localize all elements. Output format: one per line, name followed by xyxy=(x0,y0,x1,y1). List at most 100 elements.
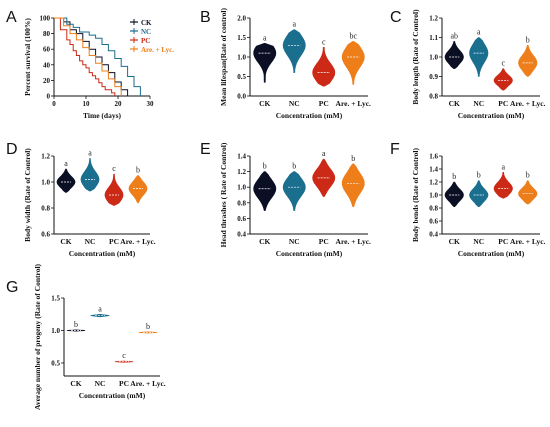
x-tick-label: 10 xyxy=(83,100,91,108)
x-axis-label: Concentration (mM) xyxy=(276,111,343,120)
y-tick-label: 0 xyxy=(47,93,51,101)
y-tick-label: 1.4 xyxy=(237,153,246,161)
significance-letter: b xyxy=(74,320,78,329)
significance-letter: a xyxy=(501,162,505,171)
x-category-label: CK xyxy=(259,237,270,246)
y-tick-label: 1.2 xyxy=(237,168,246,176)
violin-lyc xyxy=(341,163,365,207)
x-category-label: PC xyxy=(109,237,119,246)
y-tick-label: 2.0 xyxy=(237,15,246,23)
panel-letter: B xyxy=(200,9,211,26)
survival-line-lyc xyxy=(54,17,122,96)
x-category-label: NC xyxy=(473,99,484,108)
violin-ck xyxy=(444,181,464,207)
x-axis-label: Concentration (mM) xyxy=(276,249,343,258)
x-axis-label: Concentration (mM) xyxy=(458,111,525,120)
x-tick-label: 20 xyxy=(115,100,123,108)
x-category-label: PC xyxy=(119,379,129,388)
x-category-label: Are. + Lyc. xyxy=(336,99,372,108)
violin-ck xyxy=(253,43,277,83)
violin-ck xyxy=(253,171,277,211)
y-tick-label: 1.5 xyxy=(51,295,60,303)
y-tick-label: 0.8 xyxy=(237,199,246,207)
significance-letter: b xyxy=(136,166,140,175)
significance-letter: b xyxy=(526,35,530,44)
y-tick-label: 1.6 xyxy=(429,153,438,161)
x-category-label: PC xyxy=(319,237,329,246)
violin-pc xyxy=(114,360,134,363)
y-tick-label: 0.6 xyxy=(41,231,50,239)
y-tick-label: 80 xyxy=(43,30,51,38)
violin-nc xyxy=(282,29,306,73)
significance-letter: b xyxy=(263,162,267,171)
significance-letter: b xyxy=(477,171,481,180)
y-axis-label: Percent survival (100%) xyxy=(23,18,32,96)
x-category-label: Are. + Lyc. xyxy=(336,237,372,246)
violin-nc xyxy=(282,171,306,211)
significance-letter: a xyxy=(64,159,68,168)
violin-pc xyxy=(104,173,124,206)
violin-ck xyxy=(444,41,464,69)
y-tick-label: 1.0 xyxy=(429,54,438,62)
y-tick-label: 1.4 xyxy=(429,166,438,174)
panel-g: G Average number of progeny (Rate of Cont… xyxy=(6,263,166,410)
y-axis-label: Head thrashes ( Rate of Control) xyxy=(219,142,228,247)
panel-letter: E xyxy=(200,141,211,158)
legend-entry: CK xyxy=(141,19,152,27)
x-category-label: NC xyxy=(289,237,300,246)
significance-letter: a xyxy=(292,20,296,29)
x-category-label: NC xyxy=(85,237,96,246)
violin-nc xyxy=(80,158,100,192)
x-category-label: PC xyxy=(498,237,508,246)
panel-letter: C xyxy=(390,9,402,26)
panel-e: E Head thrashes ( Rate of Control) 0.4 0.6 0… xyxy=(200,141,371,258)
y-tick-label: 0.6 xyxy=(237,215,246,223)
y-tick-label: 1.1 xyxy=(429,34,438,42)
y-tick-label: 0.5 xyxy=(237,73,246,81)
x-tick-label: 30 xyxy=(147,100,155,108)
significance-letter: c xyxy=(322,37,326,46)
panel-letter: A xyxy=(6,9,17,26)
violin-lyc xyxy=(518,44,538,77)
x-category-label: CK xyxy=(259,99,270,108)
significance-letter: b xyxy=(526,171,530,180)
x-category-label: Are. + Lyc. xyxy=(510,99,546,108)
x-category-label: Are. + Lyc. xyxy=(120,237,156,246)
y-axis-label: Mean lifespan(Rate of control) xyxy=(219,8,228,106)
y-axis-label: Body length (Rate of Control) xyxy=(411,9,420,105)
violin-lyc xyxy=(341,41,365,85)
y-tick-label: 20 xyxy=(43,77,51,85)
y-tick-label: 1.0 xyxy=(429,192,438,200)
x-axis-label: Concentration (mM) xyxy=(79,391,146,400)
y-tick-label: 0.8 xyxy=(429,93,438,101)
significance-letter: ab xyxy=(450,31,458,40)
panel-f: F Body bends (Rate of Control) 0.4 0.6 0.8 1.… xyxy=(390,141,546,258)
x-category-label: Are. + Lyc. xyxy=(510,237,546,246)
y-tick-label: 1.0 xyxy=(51,327,60,335)
legend-entry: NC xyxy=(141,28,151,36)
x-category-label: PC xyxy=(498,99,508,108)
panel-d: D Body width (Rate of Control) 0.6 0.8 1.0 1.… xyxy=(6,141,156,258)
y-tick-label: 100 xyxy=(40,15,51,23)
significance-letter: b xyxy=(351,154,355,163)
y-tick-label: 0.4 xyxy=(237,231,246,239)
y-tick-label: 1.2 xyxy=(429,15,438,23)
panel-letter: D xyxy=(6,141,18,158)
y-tick-label: 1.0 xyxy=(237,184,246,192)
x-category-label: NC xyxy=(289,99,300,108)
x-axis-label: Concentration (mM) xyxy=(458,249,525,258)
panel-letter: F xyxy=(390,141,400,158)
significance-letter: c xyxy=(122,351,126,360)
x-axis-label: Time (days) xyxy=(83,111,121,120)
y-tick-label: 60 xyxy=(43,46,51,54)
significance-letter: a xyxy=(263,33,267,42)
significance-letter: bc xyxy=(349,31,357,40)
legend-entry: Are. + Lyc. xyxy=(141,46,174,54)
significance-letter: c xyxy=(501,59,505,68)
x-category-label: CK xyxy=(70,379,81,388)
significance-letter: a xyxy=(322,149,326,158)
significance-letter: a xyxy=(98,304,102,313)
y-tick-label: 0.0 xyxy=(237,93,246,101)
violin-pc xyxy=(312,46,336,87)
